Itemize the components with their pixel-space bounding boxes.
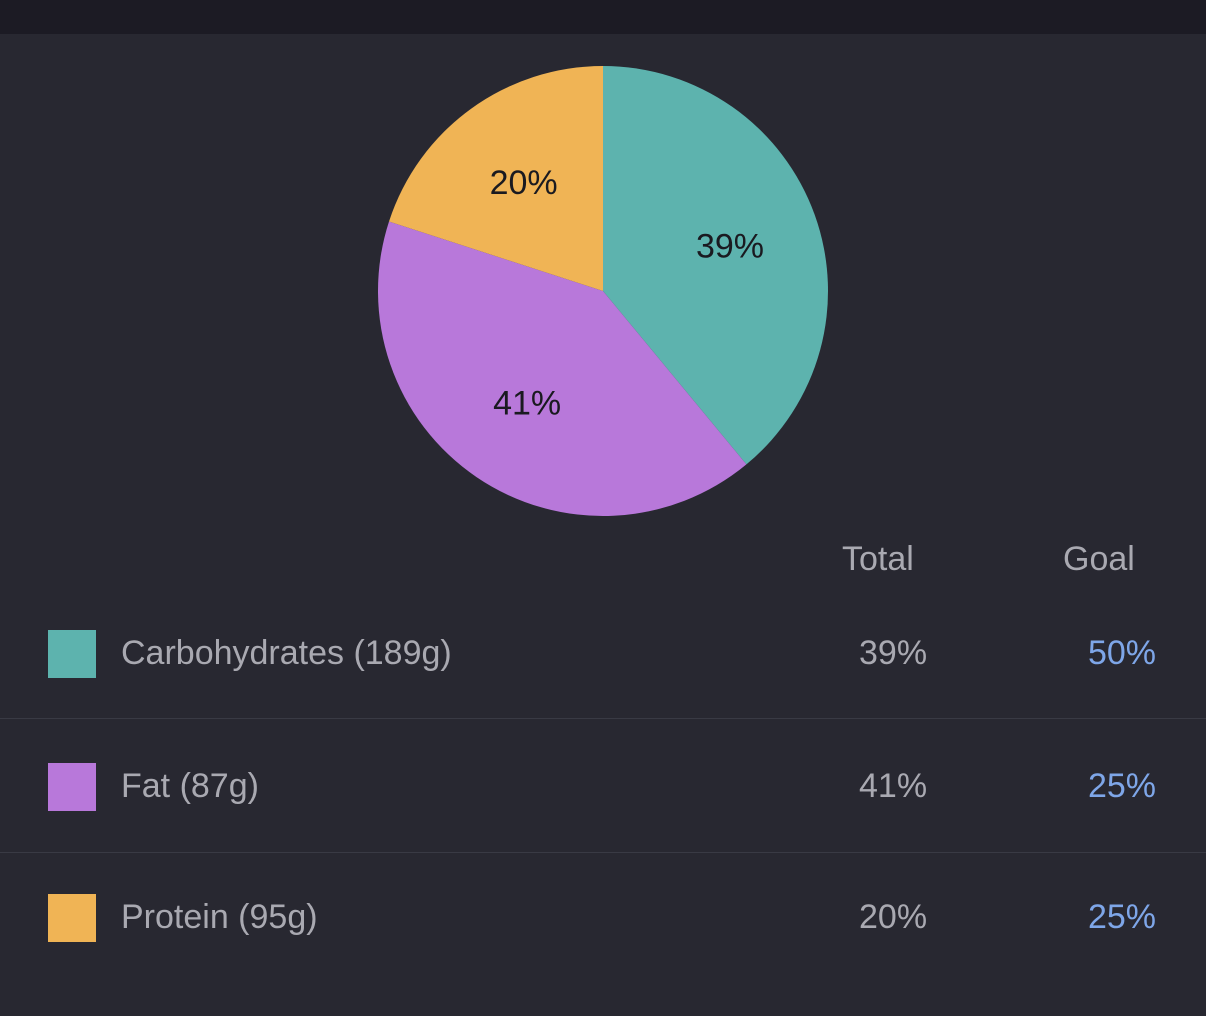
protein-swatch: [48, 894, 96, 942]
header-total: Total: [842, 540, 914, 578]
row-total: 39%: [859, 634, 928, 672]
pie-label-protein: 20%: [490, 164, 558, 202]
carbohydrates-swatch: [48, 630, 96, 678]
row-label: Protein (95g): [121, 898, 318, 936]
row-goal[interactable]: 50%: [1087, 634, 1156, 672]
row-divider: [0, 852, 1206, 853]
row-label: Carbohydrates (189g): [121, 634, 452, 672]
macro-pie-chart: 39% 41% 20%: [378, 65, 828, 516]
top-bar: [0, 0, 1206, 34]
fat-swatch: [48, 763, 96, 811]
pie-slice-protein: [389, 65, 603, 291]
table-row-fat: Fat (87g) 41% 25%: [0, 753, 1206, 885]
row-goal[interactable]: 25%: [1087, 767, 1156, 805]
row-total: 41%: [859, 767, 928, 805]
pie-slice-fat: [378, 221, 747, 516]
table-row-protein: Protein (95g) 20% 25%: [0, 884, 1206, 1016]
header-goal: Goal: [1063, 540, 1135, 578]
row-total: 20%: [859, 898, 928, 936]
pie-label-fat: 41%: [493, 385, 561, 423]
table-row-carbohydrates: Carbohydrates (189g) 39% 50%: [0, 620, 1206, 752]
row-divider: [0, 718, 1206, 719]
pie-slice-carbohydrates: [603, 66, 828, 465]
row-label: Fat (87g): [121, 767, 259, 805]
pie-label-carbohydrates: 39%: [696, 227, 764, 265]
row-goal[interactable]: 25%: [1087, 898, 1156, 936]
